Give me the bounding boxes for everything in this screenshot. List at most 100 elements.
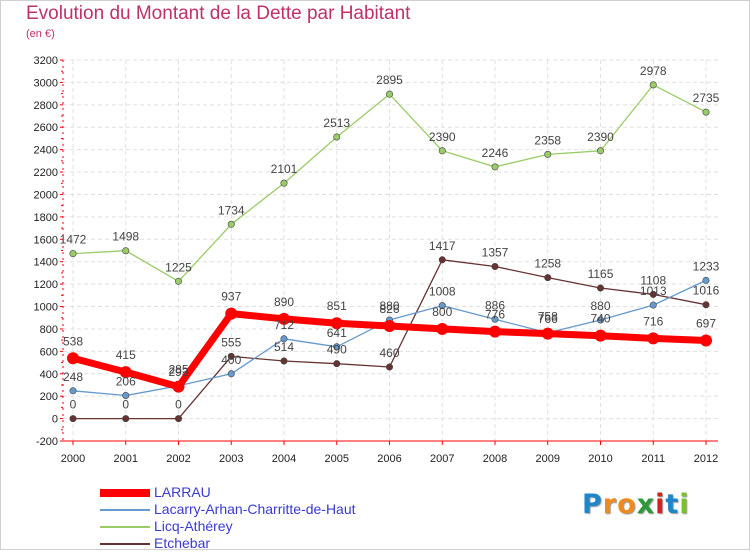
y-tick-label: 2600 — [34, 122, 58, 134]
logo-letter: P — [582, 489, 603, 520]
data-label: 538 — [63, 334, 83, 348]
data-point — [69, 415, 77, 423]
data-point — [700, 334, 712, 347]
data-point — [280, 335, 288, 343]
legend-swatch — [100, 489, 150, 497]
data-point — [596, 284, 604, 292]
data-point — [280, 357, 288, 365]
x-tick-label: 2003 — [219, 453, 243, 465]
data-label: 776 — [485, 308, 505, 322]
chart-title: Evolution du Montant de la Dette par Hab… — [26, 3, 411, 24]
data-label: 766 — [538, 312, 558, 326]
data-label: 641 — [327, 326, 347, 340]
x-tick-label: 2004 — [272, 453, 296, 465]
data-point — [647, 332, 660, 345]
legend-label: Licq-Athérey — [154, 518, 233, 534]
x-tick-label: 2000 — [61, 453, 85, 465]
data-point — [333, 133, 341, 141]
data-label: 1016 — [693, 284, 720, 298]
data-point — [69, 387, 77, 395]
legend-label: LARRAU — [154, 484, 211, 500]
data-label: 2513 — [323, 116, 350, 130]
y-tick-label: 1400 — [34, 257, 58, 269]
data-label: 1357 — [482, 246, 509, 260]
data-point — [278, 312, 290, 325]
data-label: 490 — [327, 343, 347, 357]
data-point — [69, 250, 77, 258]
data-point — [122, 415, 130, 423]
data-point — [67, 352, 79, 365]
x-tick-label: 2008 — [483, 453, 507, 465]
data-label: 2735 — [693, 91, 720, 105]
logo-letter: i — [679, 489, 690, 520]
y-tick-label: 3000 — [34, 77, 58, 89]
data-point — [489, 325, 501, 338]
data-label: 937 — [221, 290, 241, 304]
data-label: 826 — [379, 302, 399, 316]
grid — [63, 59, 718, 442]
y-tick-label: 400 — [40, 369, 58, 381]
data-point — [491, 263, 499, 271]
data-label: 2246 — [482, 146, 509, 160]
data-label: 2390 — [587, 130, 614, 144]
data-point — [491, 163, 499, 171]
data-label: 400 — [221, 353, 241, 367]
data-label: 206 — [116, 375, 136, 389]
data-point — [436, 322, 449, 335]
data-point — [385, 90, 393, 98]
data-point — [122, 392, 130, 400]
y-tick-label: 800 — [40, 324, 58, 336]
data-label: 851 — [327, 299, 347, 313]
data-label: 890 — [274, 295, 294, 309]
y-tick-label: 1000 — [34, 302, 58, 314]
data-label: 716 — [643, 314, 663, 328]
data-point — [172, 380, 185, 393]
data-label: 1165 — [588, 267, 614, 281]
data-label: 758 — [538, 310, 558, 324]
data-point — [385, 363, 393, 371]
data-label: 248 — [63, 370, 83, 384]
data-label: 800 — [432, 305, 452, 319]
data-label: 0 — [175, 398, 182, 412]
data-label: 415 — [116, 348, 136, 362]
logo-letter: i — [655, 489, 666, 520]
data-label: 1225 — [165, 260, 192, 274]
data-point — [227, 220, 235, 228]
data-label: 2101 — [271, 162, 298, 176]
x-tick-label: 2012 — [694, 453, 718, 465]
data-label: 697 — [696, 316, 716, 330]
data-label: 1013 — [640, 284, 667, 298]
data-point — [438, 302, 446, 310]
logo-letter: r — [602, 489, 618, 520]
y-tick-label: 200 — [40, 391, 58, 403]
y-tick-label: 600 — [40, 346, 58, 358]
x-tick-label: 2001 — [114, 453, 138, 465]
y-tick-label: 1800 — [34, 212, 58, 224]
x-tick-label: 2006 — [377, 453, 401, 465]
data-point — [383, 320, 396, 333]
data-point — [227, 370, 235, 378]
legend-label: Etchebar — [154, 535, 211, 551]
y-tick-label: 2200 — [34, 167, 58, 179]
logo-letter: x — [636, 489, 656, 520]
data-label: 460 — [379, 346, 399, 360]
data-point — [119, 366, 132, 379]
data-point — [227, 352, 235, 360]
data-label: 293 — [168, 365, 188, 379]
x-tick-label: 2002 — [166, 453, 190, 465]
data-point — [702, 301, 710, 309]
logo-letter: t — [665, 489, 680, 520]
data-label: 740 — [590, 312, 610, 326]
axes: -200020040060080010001200140016001800200… — [34, 55, 719, 465]
data-point — [175, 415, 183, 423]
data-point — [333, 360, 341, 368]
y-tick-label: -200 — [36, 436, 58, 448]
data-point — [438, 256, 446, 264]
data-label: 285 — [168, 363, 188, 377]
data-label: 1233 — [693, 259, 720, 273]
y-tick-label: 3200 — [34, 55, 58, 67]
data-label: 1258 — [534, 257, 561, 271]
x-tick-label: 2011 — [641, 453, 665, 465]
data-point — [175, 277, 183, 285]
x-tick-label: 2009 — [536, 453, 560, 465]
